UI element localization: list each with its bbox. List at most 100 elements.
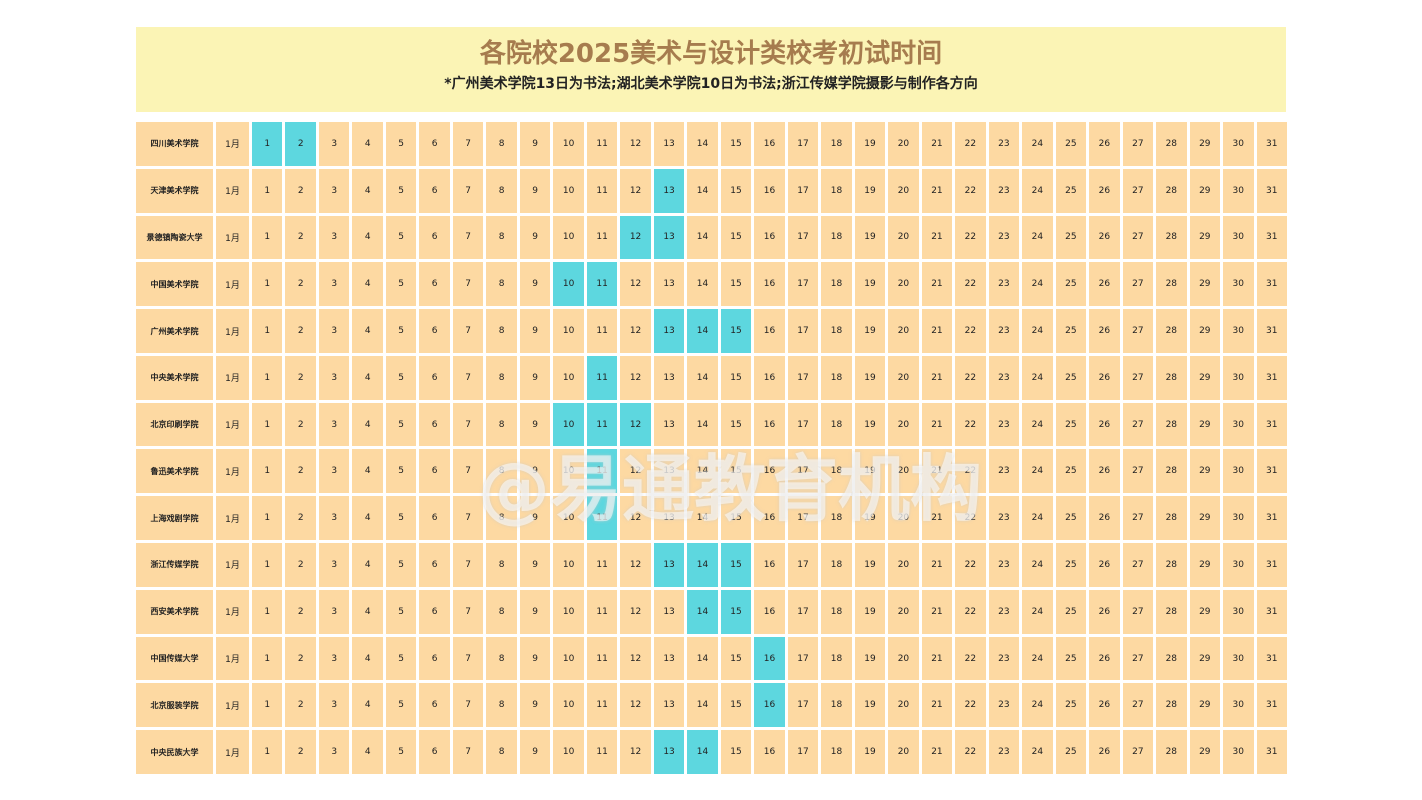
day-cell: 22 bbox=[955, 309, 986, 353]
exam-day-cell: 10 bbox=[553, 402, 584, 447]
day-cell: 22 bbox=[955, 683, 986, 728]
day-cell: 3 bbox=[318, 496, 350, 541]
day-cell: 13 bbox=[653, 262, 685, 307]
month-cell: 1月 bbox=[216, 589, 249, 634]
day-cell: 12 bbox=[620, 309, 651, 353]
day-cell: 28 bbox=[1156, 543, 1187, 587]
day-cell: 21 bbox=[921, 636, 953, 681]
day-cell: 11 bbox=[586, 636, 618, 681]
day-cell: 20 bbox=[888, 402, 919, 447]
day-cell: 13 bbox=[653, 589, 685, 634]
day-cell: 24 bbox=[1022, 215, 1053, 260]
day-cell: 6 bbox=[419, 730, 450, 774]
day-cell: 18 bbox=[821, 122, 852, 166]
day-cell: 15 bbox=[720, 168, 752, 213]
day-cell: 3 bbox=[318, 543, 350, 587]
day-cell: 29 bbox=[1189, 636, 1221, 681]
day-cell: 3 bbox=[318, 683, 350, 728]
day-cell: 22 bbox=[955, 355, 986, 400]
day-cell: 5 bbox=[385, 636, 417, 681]
month-cell: 1月 bbox=[216, 309, 249, 353]
day-cell: 12 bbox=[620, 683, 651, 728]
day-cell: 18 bbox=[821, 683, 852, 728]
day-cell: 26 bbox=[1089, 683, 1120, 728]
school-name: 广州美术学院 bbox=[136, 309, 213, 353]
day-cell: 25 bbox=[1055, 355, 1087, 400]
day-cell: 12 bbox=[620, 355, 651, 400]
day-cell: 6 bbox=[419, 262, 450, 307]
month-cell: 1月 bbox=[216, 402, 249, 447]
day-cell: 6 bbox=[419, 355, 450, 400]
day-cell: 6 bbox=[419, 636, 450, 681]
day-cell: 10 bbox=[553, 168, 584, 213]
day-cell: 22 bbox=[955, 215, 986, 260]
day-cell: 28 bbox=[1156, 449, 1187, 494]
day-cell: 25 bbox=[1055, 496, 1087, 541]
day-cell: 18 bbox=[821, 402, 852, 447]
day-cell: 4 bbox=[352, 449, 383, 494]
day-cell: 18 bbox=[821, 636, 852, 681]
day-cell: 27 bbox=[1122, 543, 1154, 587]
school-name: 鲁迅美术学院 bbox=[136, 449, 213, 494]
day-cell: 4 bbox=[352, 730, 383, 774]
day-cell: 21 bbox=[921, 309, 953, 353]
day-cell: 26 bbox=[1089, 309, 1120, 353]
day-cell: 16 bbox=[754, 402, 785, 447]
day-cell: 25 bbox=[1055, 683, 1087, 728]
day-cell: 24 bbox=[1022, 355, 1053, 400]
month-cell: 1月 bbox=[216, 496, 249, 541]
day-cell: 8 bbox=[486, 543, 517, 587]
day-cell: 29 bbox=[1189, 496, 1221, 541]
day-cell: 5 bbox=[385, 543, 417, 587]
day-cell: 26 bbox=[1089, 168, 1120, 213]
day-cell: 7 bbox=[452, 449, 484, 494]
day-cell: 9 bbox=[519, 122, 551, 166]
day-cell: 17 bbox=[787, 262, 819, 307]
day-cell: 27 bbox=[1122, 449, 1154, 494]
day-cell: 8 bbox=[486, 636, 517, 681]
day-cell: 27 bbox=[1122, 355, 1154, 400]
day-cell: 17 bbox=[787, 683, 819, 728]
exam-day-cell: 14 bbox=[687, 730, 718, 774]
day-cell: 23 bbox=[988, 683, 1020, 728]
day-cell: 3 bbox=[318, 402, 350, 447]
day-cell: 30 bbox=[1223, 262, 1254, 307]
day-cell: 15 bbox=[720, 730, 752, 774]
day-cell: 13 bbox=[653, 683, 685, 728]
day-cell: 29 bbox=[1189, 215, 1221, 260]
day-cell: 8 bbox=[486, 589, 517, 634]
day-cell: 10 bbox=[553, 683, 584, 728]
day-cell: 23 bbox=[988, 543, 1020, 587]
day-cell: 11 bbox=[586, 543, 618, 587]
day-cell: 4 bbox=[352, 496, 383, 541]
day-cell: 20 bbox=[888, 449, 919, 494]
day-cell: 3 bbox=[318, 309, 350, 353]
day-cell: 15 bbox=[720, 402, 752, 447]
day-cell: 17 bbox=[787, 589, 819, 634]
day-cell: 9 bbox=[519, 215, 551, 260]
exam-day-cell: 10 bbox=[553, 262, 584, 307]
school-name: 中央民族大学 bbox=[136, 730, 213, 774]
day-cell: 27 bbox=[1122, 168, 1154, 213]
day-cell: 12 bbox=[620, 730, 651, 774]
day-cell: 6 bbox=[419, 683, 450, 728]
day-cell: 11 bbox=[586, 730, 618, 774]
day-cell: 13 bbox=[653, 496, 685, 541]
day-cell: 23 bbox=[988, 309, 1020, 353]
day-cell: 14 bbox=[687, 262, 718, 307]
day-cell: 26 bbox=[1089, 215, 1120, 260]
day-cell: 17 bbox=[787, 449, 819, 494]
school-name: 北京印刷学院 bbox=[136, 402, 213, 447]
day-cell: 8 bbox=[486, 730, 517, 774]
day-cell: 2 bbox=[285, 730, 316, 774]
day-cell: 12 bbox=[620, 122, 651, 166]
day-cell: 15 bbox=[720, 262, 752, 307]
day-cell: 8 bbox=[486, 262, 517, 307]
day-cell: 24 bbox=[1022, 449, 1053, 494]
day-cell: 2 bbox=[285, 168, 316, 213]
day-cell: 4 bbox=[352, 589, 383, 634]
day-cell: 20 bbox=[888, 122, 919, 166]
day-cell: 24 bbox=[1022, 309, 1053, 353]
day-cell: 21 bbox=[921, 402, 953, 447]
day-cell: 24 bbox=[1022, 636, 1053, 681]
